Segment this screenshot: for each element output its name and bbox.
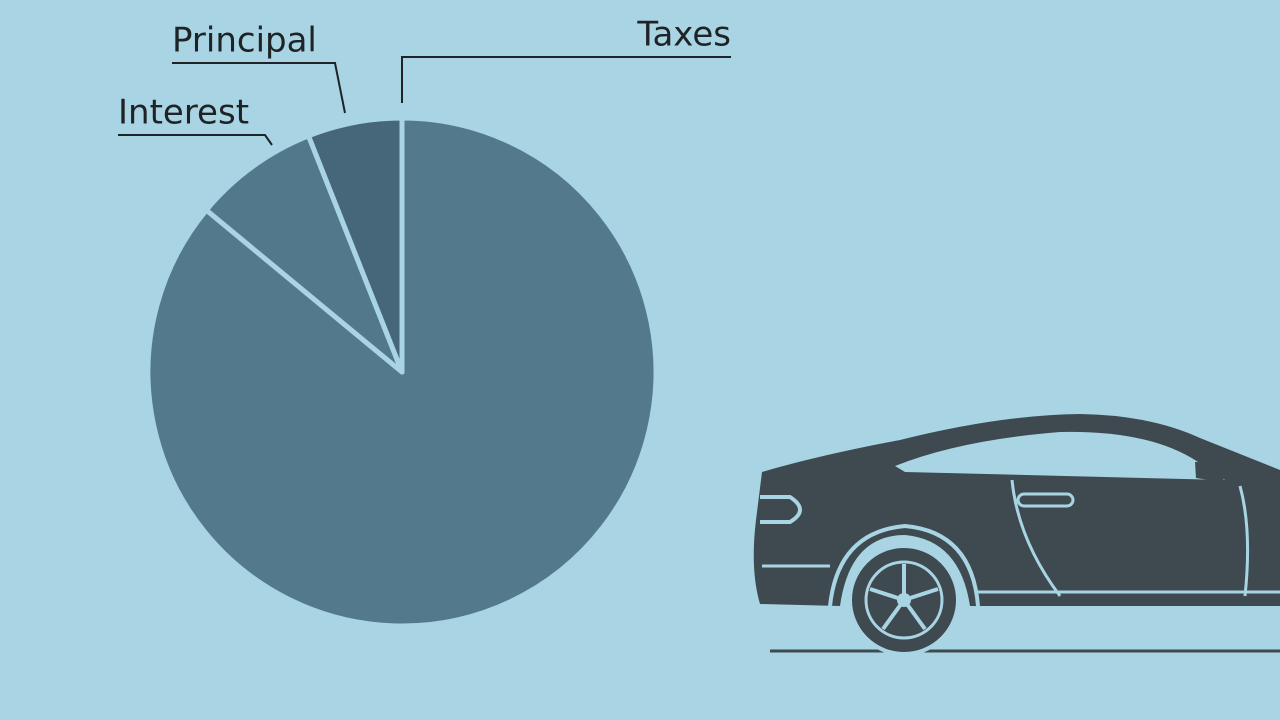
pie-slice [203,133,405,375]
leader-line [118,134,273,146]
labels: Taxes Interest Principal [118,15,731,146]
leader-line [172,62,346,114]
car-illustration [753,414,1280,656]
slice-label: Interest [118,93,249,133]
pie [145,115,659,629]
slice-label: Principal [172,21,317,61]
slice-label: Taxes [636,15,731,55]
leader-line [401,56,731,103]
pie-slice [305,115,405,375]
